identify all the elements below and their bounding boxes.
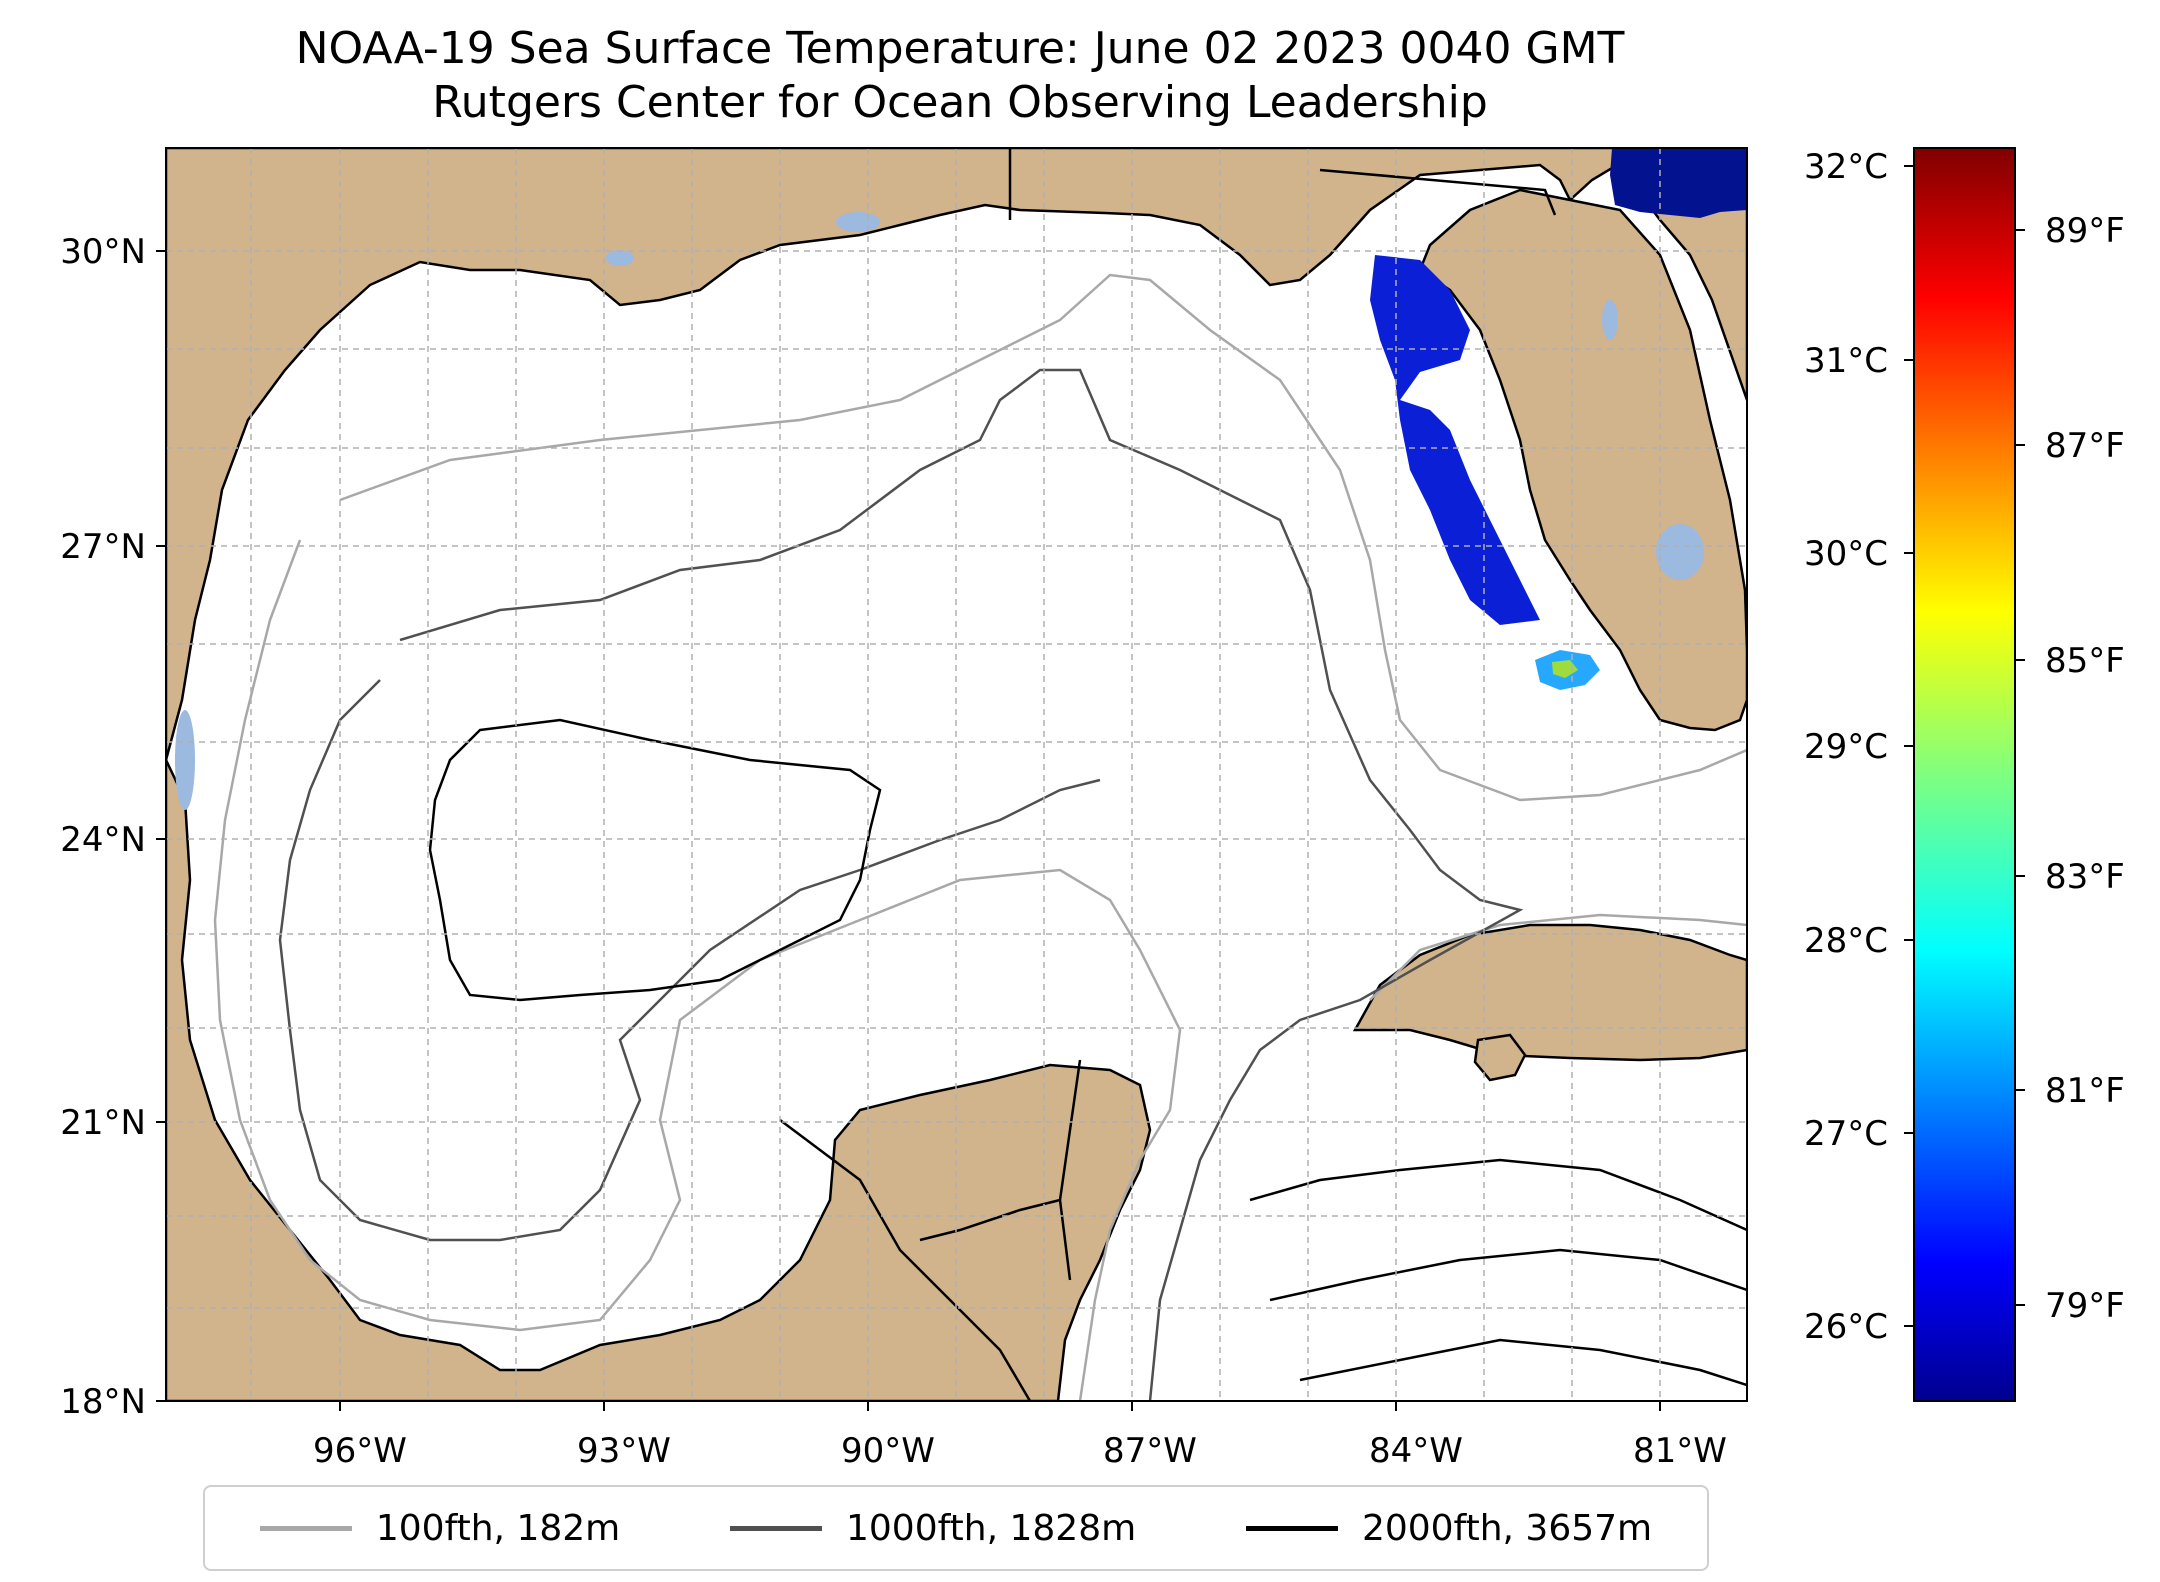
lon-label-96w: 96°W bbox=[313, 1431, 407, 1471]
lat-label-30n: 30°N bbox=[60, 232, 146, 272]
contour-100fth bbox=[213, 273, 1747, 1401]
colorbar bbox=[1913, 147, 2016, 1402]
celsius-label-32: 32°C bbox=[1804, 147, 1888, 187]
legend-entry-100fth: 100fth, 182m bbox=[259, 1507, 621, 1549]
fahrenheit-ticks bbox=[2015, 229, 2025, 1306]
celsius-label-29: 29°C bbox=[1804, 727, 1888, 767]
title-line-2: Rutgers Center for Ocean Observing Leade… bbox=[432, 77, 1488, 128]
state-borders bbox=[779, 148, 1557, 1401]
contour-1000fth bbox=[278, 368, 1524, 1401]
fahrenheit-label-81: 81°F bbox=[2045, 1071, 2125, 1111]
legend-swatch-100fth bbox=[259, 1525, 352, 1531]
title-line-1: NOAA-19 Sea Surface Temperature: June 02… bbox=[295, 23, 1625, 74]
legend-swatch-1000fth bbox=[730, 1525, 822, 1531]
lon-ticks bbox=[339, 1401, 1661, 1411]
lon-label-90w: 90°W bbox=[841, 1431, 935, 1471]
celsius-label-30: 30°C bbox=[1804, 534, 1888, 574]
legend-entry-1000fth: 1000fth, 1828m bbox=[730, 1508, 1136, 1549]
legend-label-100fth: 100fth, 182m bbox=[375, 1507, 621, 1549]
lake-small-2 bbox=[1602, 300, 1618, 340]
lake-okeechobee bbox=[1656, 524, 1704, 580]
fahrenheit-label-83: 83°F bbox=[2045, 857, 2125, 897]
legend-label-1000fth: 1000fth, 1828m bbox=[846, 1507, 1137, 1549]
isle-of-youth bbox=[1473, 1033, 1527, 1082]
legend-entry-2000fth: 2000fth, 3657m bbox=[1245, 1507, 1653, 1549]
contour-2000fth bbox=[428, 718, 1747, 1387]
lon-label-87w: 87°W bbox=[1103, 1431, 1197, 1471]
fahrenheit-label-79: 79°F bbox=[2045, 1286, 2125, 1326]
lon-label-81w: 81°W bbox=[1633, 1431, 1727, 1471]
map-area bbox=[166, 148, 1747, 1401]
lon-label-93w: 93°W bbox=[577, 1431, 671, 1471]
sst-swath-keys-warm bbox=[1552, 660, 1578, 678]
contour-legend: 100fth, 182m 1000fth, 1828m 2000fth, 365… bbox=[203, 1485, 1709, 1571]
lat-ticks bbox=[156, 250, 166, 1402]
celsius-label-31: 31°C bbox=[1804, 341, 1888, 381]
lake-small-1 bbox=[606, 250, 634, 266]
lake-small-3 bbox=[175, 710, 195, 810]
lat-label-18n: 18°N bbox=[60, 1382, 146, 1422]
celsius-label-27: 27°C bbox=[1804, 1114, 1888, 1154]
lake-pontchartrain bbox=[836, 212, 880, 232]
sst-swath-atlantic bbox=[1610, 148, 1747, 218]
fahrenheit-label-85: 85°F bbox=[2045, 641, 2125, 681]
map-title: NOAA-19 Sea Surface Temperature: June 02… bbox=[0, 22, 1920, 130]
lon-label-84w: 84°W bbox=[1369, 1431, 1463, 1471]
fahrenheit-label-89: 89°F bbox=[2045, 211, 2125, 251]
lat-label-24n: 24°N bbox=[60, 820, 146, 860]
mexico-west-land bbox=[166, 759, 1152, 1401]
lat-label-27n: 27°N bbox=[60, 527, 146, 567]
celsius-ticks bbox=[1904, 165, 1914, 1327]
lat-label-21n: 21°N bbox=[60, 1103, 146, 1143]
celsius-label-28: 28°C bbox=[1804, 921, 1888, 961]
legend-swatch-2000fth bbox=[1245, 1525, 1338, 1531]
legend-label-2000fth: 2000fth, 3657m bbox=[1361, 1507, 1653, 1549]
sst-swath-panhandle bbox=[1370, 255, 1540, 625]
us-gulf-coast-land bbox=[166, 148, 1747, 761]
map-frame bbox=[165, 147, 1748, 1402]
fahrenheit-label-87: 87°F bbox=[2045, 426, 2125, 466]
celsius-label-26: 26°C bbox=[1804, 1307, 1888, 1347]
